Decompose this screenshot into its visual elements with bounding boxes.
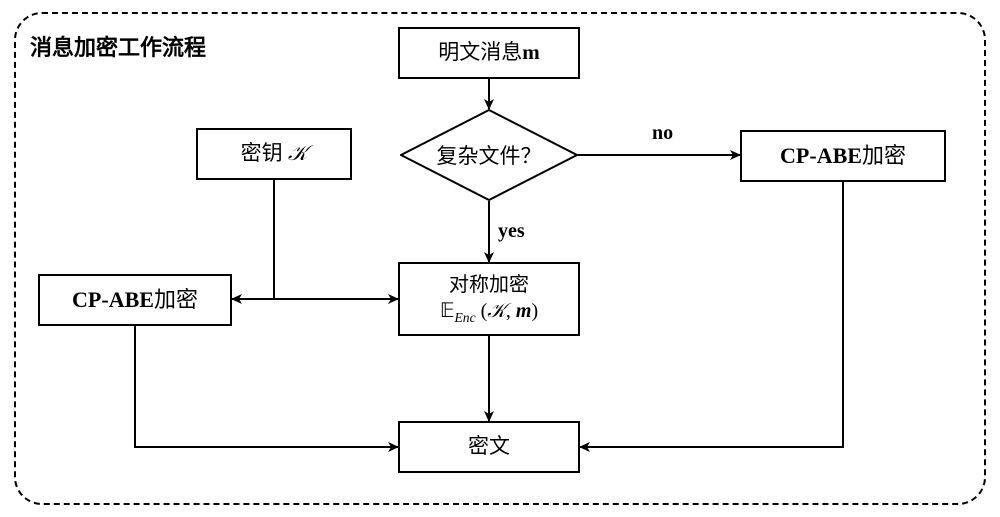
edge-label-yes: yes [498,220,525,243]
node-plaintext-label: 明文消息 [438,40,522,64]
node-sym-enc-line2: 𝔼Enc (𝒦, m) [440,298,538,327]
diagram-title: 消息加密工作流程 [30,30,206,62]
node-sym-enc-line1: 对称加密 [449,272,529,298]
edge-label-no: no [652,122,673,145]
node-cpabe-right-bold: CP-ABE [780,143,862,168]
node-cpabe-right: CP-ABE加密 [740,130,946,182]
node-decision-label: 复杂文件？ [437,140,542,170]
node-cpabe-right-tail: 加密 [862,143,906,168]
node-ciphertext: 密文 [398,421,580,473]
node-cpabe-left-tail: 加密 [154,287,198,312]
node-key: 密钥 𝒦 [196,128,352,180]
node-cpabe-left-bold: CP-ABE [72,287,154,312]
node-plaintext: 明文消息m [398,27,580,79]
node-key-symbol: 𝒦 [288,141,308,165]
node-plaintext-m: m [522,40,540,64]
node-sym-enc: 对称加密 𝔼Enc (𝒦, m) [398,262,580,336]
node-decision: 复杂文件？ [400,109,578,201]
node-key-label: 密钥 [241,141,288,165]
node-ciphertext-label: 密文 [468,433,510,460]
node-cpabe-left: CP-ABE加密 [38,274,232,326]
